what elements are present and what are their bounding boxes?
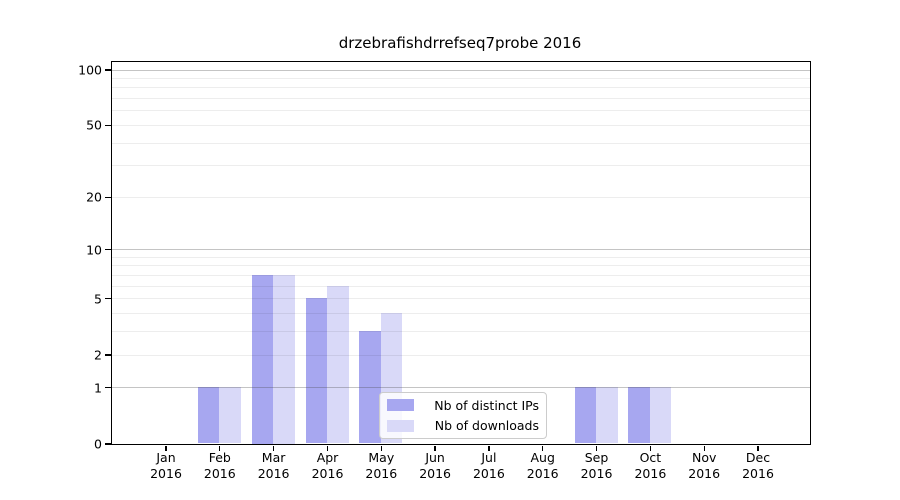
y-tick-mark	[104, 249, 111, 251]
x-tick-mark	[380, 445, 382, 451]
plot-area	[110, 60, 811, 445]
bar-downloads-apr	[327, 285, 349, 444]
x-tick-label-jan: Jan 2016	[150, 450, 182, 481]
x-tick-mark	[165, 445, 167, 451]
gridline-minor	[111, 331, 810, 333]
legend-item-downloads: Nb of downloads	[387, 418, 539, 435]
legend-label-distinct-ips: Nb of distinct IPs	[434, 397, 539, 413]
gridline-minor	[111, 354, 810, 356]
x-tick-mark	[595, 445, 598, 451]
y-tick-mark	[104, 354, 111, 356]
gridline-minor	[111, 110, 810, 112]
y-tick-label: 1	[94, 380, 102, 396]
x-tick-label-feb: Feb 2016	[203, 450, 236, 481]
x-tick-mark	[273, 445, 275, 451]
x-tick-mark	[649, 445, 651, 451]
gridline-minor	[111, 77, 810, 79]
bar-downloads-feb	[219, 387, 241, 444]
x-tick-label-dec: Dec 2016	[742, 450, 774, 481]
gridline-minor	[111, 196, 810, 198]
gridline-minor	[111, 275, 810, 276]
y-tick-mark	[104, 69, 111, 71]
gridline-major	[111, 249, 810, 251]
x-tick-mark	[488, 445, 490, 451]
bar-distinct-ips-feb	[197, 387, 220, 444]
y-tick-mark	[104, 443, 111, 445]
gridline-minor	[111, 313, 810, 315]
y-tick-label: 0	[94, 436, 102, 452]
x-tick-label-apr: Apr 2016	[311, 450, 344, 481]
x-tick-label-oct: Oct 2016	[634, 450, 667, 481]
gridline-minor	[111, 298, 810, 300]
y-tick-mark	[104, 196, 111, 198]
x-tick-mark	[703, 445, 705, 451]
gridline-minor	[111, 87, 810, 89]
y-tick-label: 5	[94, 291, 102, 307]
legend: Nb of distinct IPs Nb of downloads	[379, 392, 547, 439]
gridline-minor	[111, 142, 810, 144]
bar-downloads-sep	[596, 387, 618, 444]
legend-swatch-downloads-icon	[387, 419, 414, 432]
y-tick-label: 2	[94, 347, 102, 363]
x-tick-mark	[542, 445, 544, 451]
x-tick-label-jun: Jun 2016	[419, 450, 451, 481]
gridline-minor	[111, 256, 810, 258]
x-tick-label-mar: Mar 2016	[257, 450, 290, 481]
x-tick-label-aug: Aug 2016	[526, 450, 559, 481]
gridline-major	[111, 387, 810, 389]
x-tick-mark	[326, 445, 329, 451]
legend-swatch-distinct-ips-icon	[387, 399, 414, 412]
x-tick-label-nov: Nov 2016	[688, 450, 721, 481]
bar-distinct-ips-may	[359, 331, 381, 444]
y-tick-mark	[104, 298, 111, 300]
y-tick-label: 100	[78, 62, 102, 78]
y-tick-label: 20	[86, 189, 102, 205]
bar-distinct-ips-apr	[305, 298, 327, 444]
legend-item-distinct-ips: Nb of distinct IPs	[387, 397, 539, 414]
bar-distinct-ips-mar	[251, 275, 274, 444]
y-tick-label: 10	[86, 242, 102, 258]
x-tick-mark	[434, 445, 436, 451]
x-tick-label-jul: Jul 2016	[472, 450, 505, 481]
chart-title: drzebrafishdrrefseq7probe 2016	[338, 34, 582, 52]
gridline-major	[111, 69, 810, 71]
x-tick-label-sep: Sep 2016	[580, 450, 613, 481]
bar-distinct-ips-oct	[628, 387, 650, 444]
gridline-minor	[111, 285, 810, 287]
y-tick-mark	[104, 387, 111, 389]
bar-downloads-mar	[273, 275, 295, 444]
gridline-minor	[111, 124, 810, 126]
legend-label-downloads: Nb of downloads	[434, 418, 539, 434]
x-tick-mark	[757, 445, 759, 451]
bar-downloads-oct	[649, 387, 672, 444]
bar-distinct-ips-sep	[574, 387, 596, 444]
gridline-minor	[111, 165, 810, 167]
gridline-minor	[111, 98, 810, 100]
gridline-minor	[111, 265, 810, 267]
y-tick-mark	[104, 124, 111, 126]
x-tick-label-may: May 2016	[365, 450, 398, 481]
y-tick-label: 50	[86, 117, 102, 133]
x-tick-mark	[219, 445, 221, 451]
